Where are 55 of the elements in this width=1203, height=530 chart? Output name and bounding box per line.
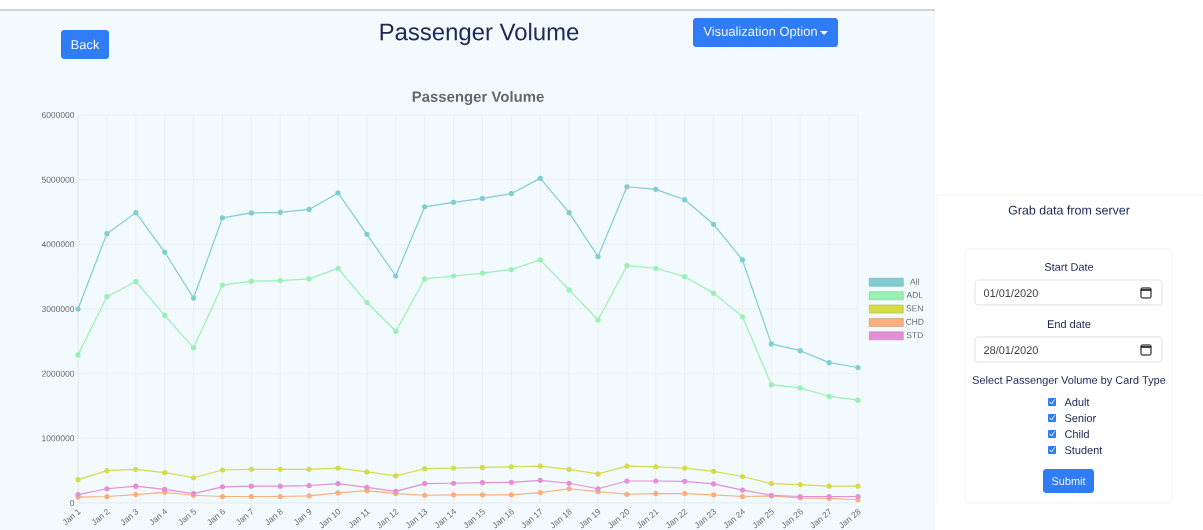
text: Select Passenger Volume by Card Type — [972, 375, 1166, 387]
x-tick-label: Jan 14 — [434, 508, 457, 529]
x-tick-label: Jan 7 — [236, 508, 253, 526]
x-tick-label: Jan 17 — [521, 508, 542, 529]
text: 01/01/2020 — [983, 288, 1038, 298]
text: Start Date — [1044, 263, 1094, 271]
text: Grab data from server — [1008, 205, 1130, 215]
legend-label: CHD — [906, 318, 924, 325]
x-tick-label: Jan 11 — [348, 509, 370, 528]
legend-label: All — [910, 278, 919, 285]
chart-title: Passenger Volume — [380, 22, 579, 46]
y-tick-label: 4000000 — [41, 241, 75, 248]
x-tick-label: Jan 9 — [294, 509, 312, 526]
text: End date — [1047, 319, 1091, 329]
legend-label: SEN — [906, 305, 923, 312]
x-tick-label: Jan 20 — [608, 508, 630, 529]
x-tick-label: Jan 6 — [207, 508, 225, 526]
text: Visualization Option — [703, 26, 817, 39]
y-tick-label: 3000000 — [41, 306, 75, 312]
x-tick-label: Jan 18 — [550, 508, 572, 529]
x-tick-label: Jan 8 — [265, 508, 283, 526]
x-tick-label: Jan 26 — [781, 508, 803, 529]
x-tick-label: Jan 4 — [149, 508, 168, 526]
text: Student — [1065, 445, 1103, 455]
legend-label: STD — [906, 332, 923, 339]
x-tick-label: Jan 13 — [406, 508, 428, 529]
text: Adult — [1064, 397, 1090, 407]
x-tick-label: Jan 23 — [695, 508, 717, 529]
x-tick-label: Jan 27 — [810, 508, 831, 529]
x-tick-label: Jan 25 — [752, 508, 774, 529]
text: Senior — [1065, 413, 1097, 423]
x-tick-label: Jan 15 — [463, 508, 485, 529]
x-tick-label: Jan 19 — [579, 509, 601, 529]
x-tick-label: Jan 16 — [492, 508, 514, 529]
y-tick-label: 6000000 — [41, 112, 75, 118]
y-tick-label: 5000000 — [41, 176, 75, 183]
text: Submit — [1051, 476, 1086, 486]
x-tick-label: Jan 10 — [319, 508, 341, 529]
chart-subtitle: Passenger Volume — [412, 90, 544, 105]
text: Back — [71, 39, 100, 50]
legend-label: ADL — [906, 292, 923, 298]
x-tick-label: Jan 2 — [91, 508, 110, 526]
x-tick-label: Jan 1 — [63, 509, 81, 526]
y-tick-label: 2000000 — [41, 370, 75, 377]
x-tick-label: Jan 5 — [178, 508, 196, 526]
text: Child — [1065, 429, 1089, 439]
x-tick-label: Jan 24 — [723, 508, 745, 529]
x-tick-label: Jan 28 — [839, 508, 861, 529]
x-tick-label: Jan 12 — [377, 508, 399, 529]
x-tick-label: Jan 3 — [120, 508, 139, 526]
x-tick-label: Jan 22 — [666, 508, 688, 529]
x-tick-label: Jan 21 — [637, 509, 659, 529]
y-tick-label: 0 — [70, 499, 75, 506]
text: 28/01/2020 — [984, 345, 1038, 355]
y-tick-label: 1000000 — [42, 435, 75, 442]
